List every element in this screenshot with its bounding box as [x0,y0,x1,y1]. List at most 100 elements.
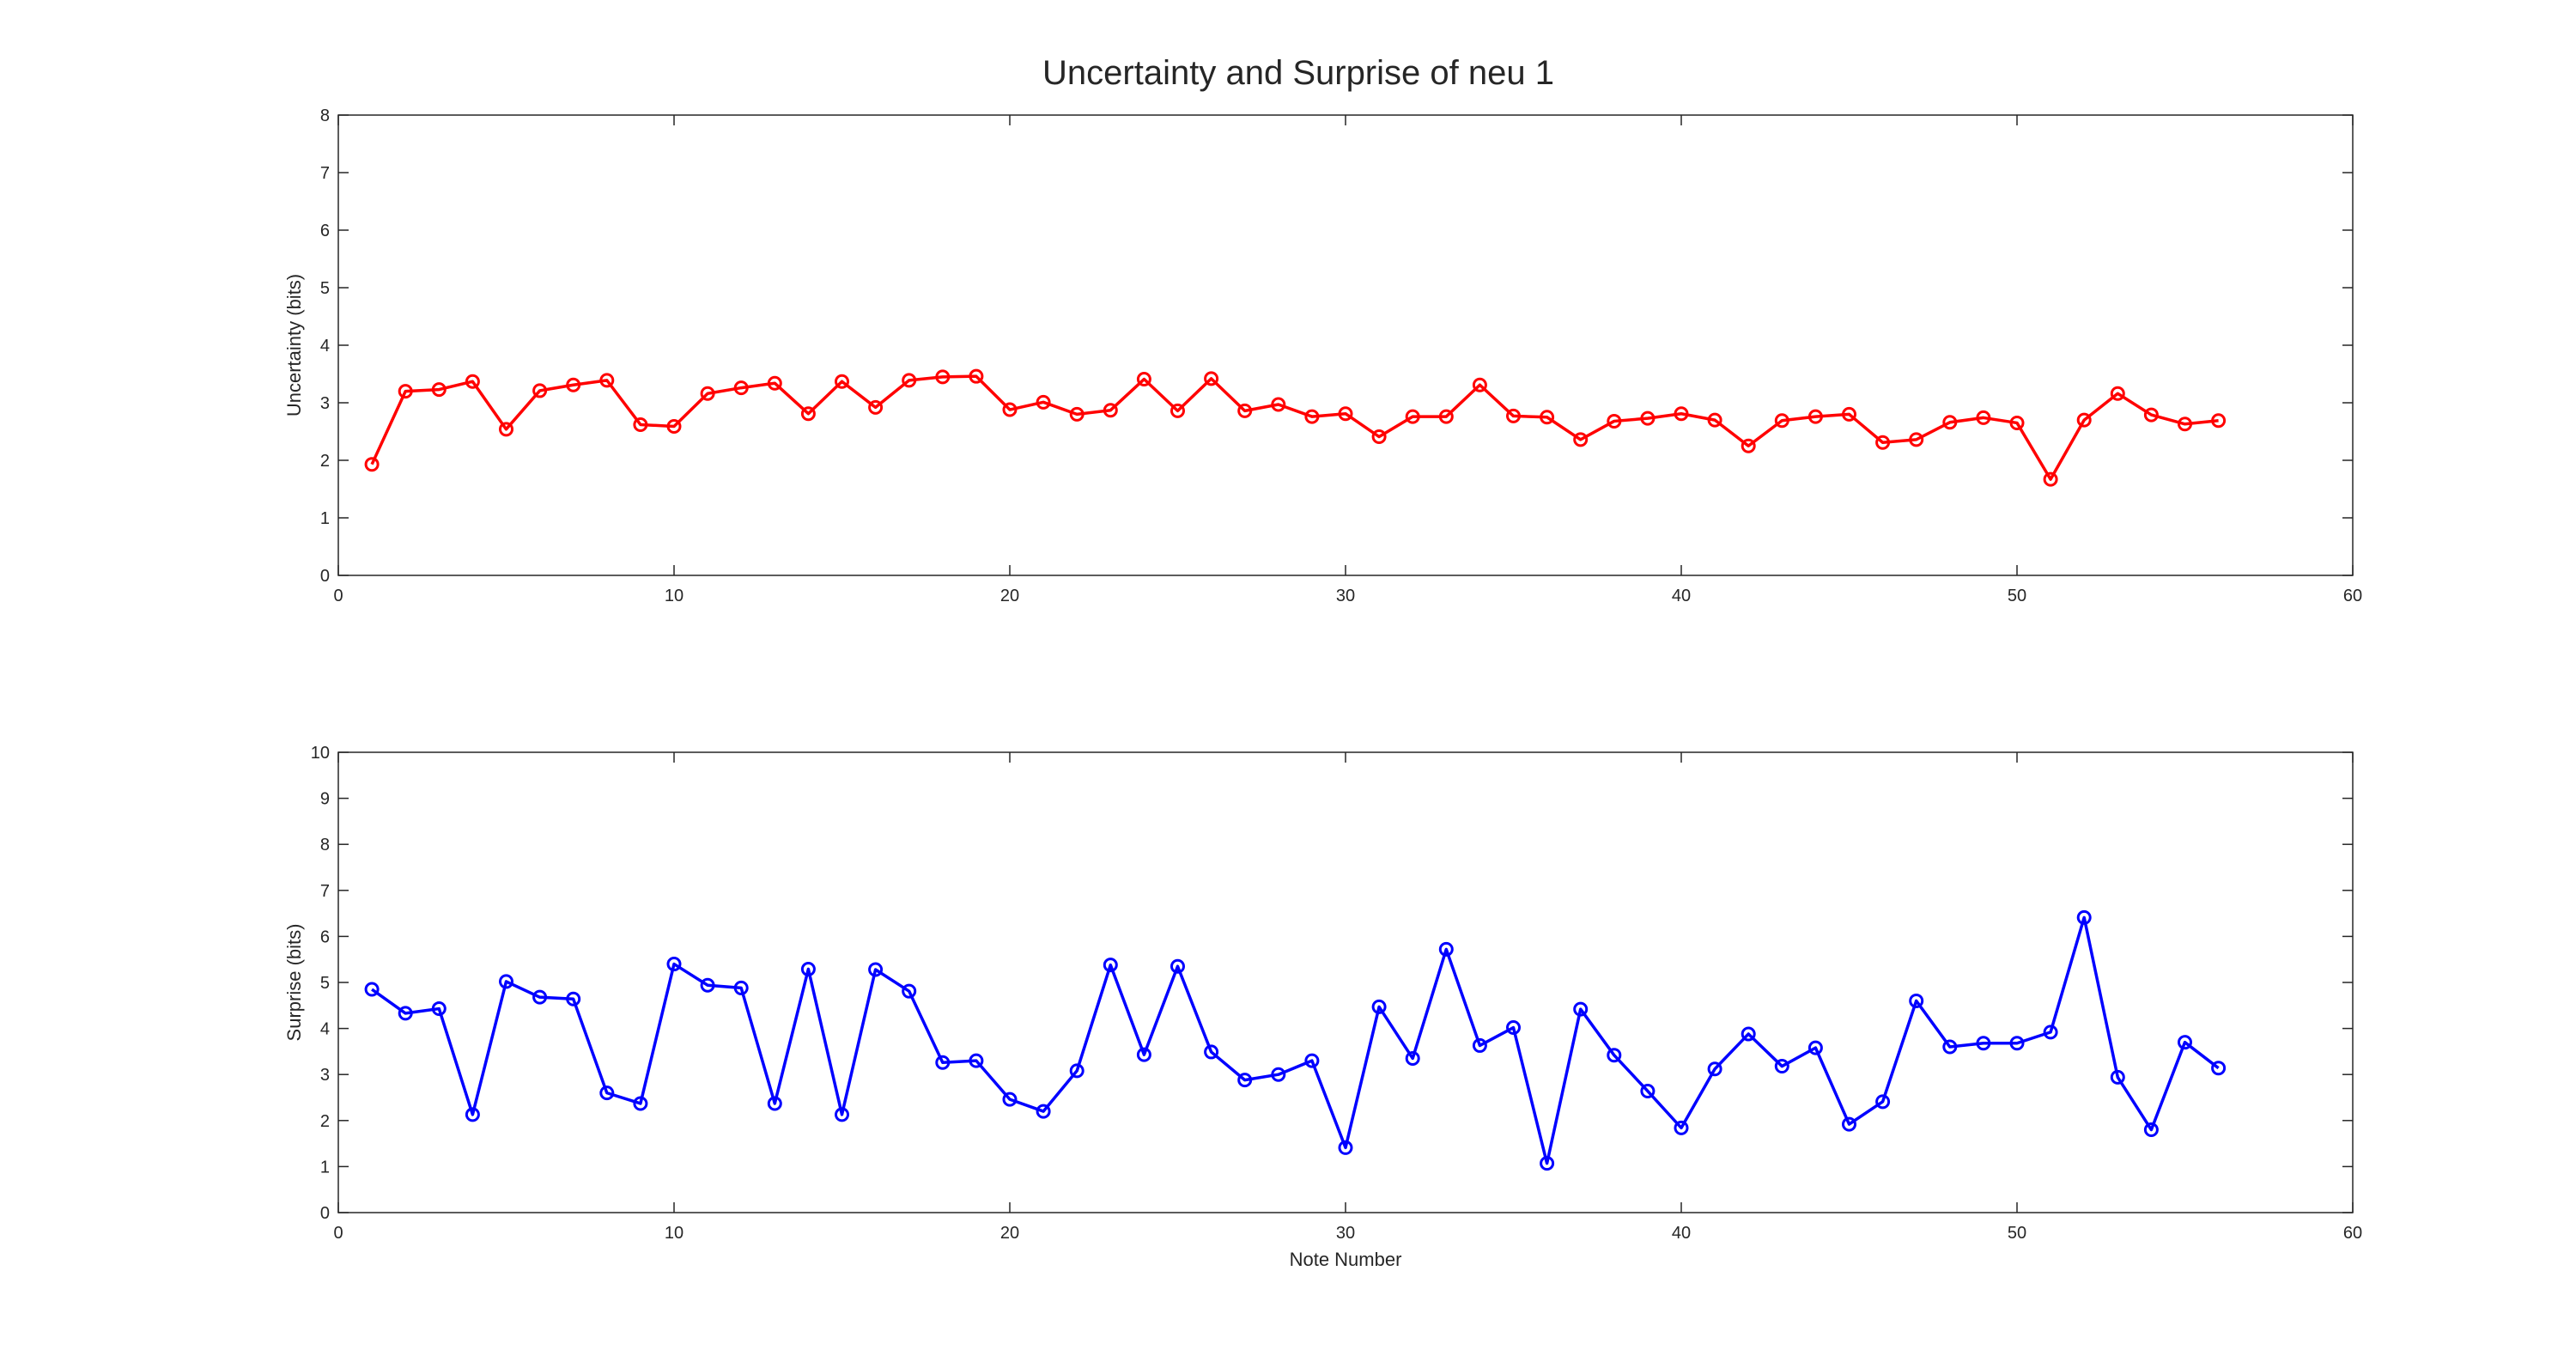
data-point [835,1107,849,1122]
data-point [1338,1140,1353,1155]
data-point [2143,1122,2159,1138]
data-point [398,1006,413,1021]
y-tick-label: 0 [320,567,330,586]
x-tick-label: 60 [2343,587,2362,605]
x-tick-label: 50 [2008,587,2026,605]
data-point [1640,410,1656,426]
x-tick-label: 0 [333,587,343,605]
data-point [767,375,782,391]
data-point [1707,412,1722,428]
data-point [835,374,849,389]
data-point [2043,471,2058,487]
data-point [1909,993,1924,1008]
data-point [1707,1061,1722,1077]
data-point [1304,409,1320,424]
data-point [1304,1053,1320,1068]
data-point [1540,410,1555,425]
data-point [1338,406,1353,422]
data-point [364,982,380,997]
data-point [1573,1001,1589,1017]
data-point [1036,394,1051,410]
data-point [800,961,816,976]
data-point [1204,371,1219,386]
y-axis-label: Uncertainty (bits) [283,274,305,417]
data-point [700,977,715,993]
x-tick-label: 30 [1336,587,1355,605]
y-tick-label: 8 [320,836,330,854]
data-point [532,383,548,398]
data-point [1237,1073,1253,1088]
data-point [2211,413,2227,429]
y-tick-label: 1 [320,509,330,528]
data-point [1506,1020,1521,1036]
data-point [1103,958,1118,973]
data-point [1371,429,1387,445]
y-tick-label: 6 [320,927,330,946]
y-tick-label: 9 [320,790,330,809]
data-point [532,989,548,1005]
uncertainty-axes: 0 10 20 30 40 50 60 0 1 2 3 4 5 6 7 8 Uncertainty (bits) [283,106,2362,605]
data-point [364,457,380,472]
x-tick-label: 30 [1336,1224,1355,1243]
data-point [1204,1044,1219,1060]
data-point [733,980,749,995]
data-point [465,1107,480,1122]
axes-box [337,114,2354,576]
data-point [1438,409,1454,424]
data-point [2110,386,2125,401]
data-point [700,386,715,401]
figure-title: Uncertainty and Surprise of neu 1 [1042,54,1554,92]
surprise-axes: 0 10 20 30 40 50 60 0 1 2 3 4 5 6 7 8 9 10 Surprise (bits)… [283,744,2362,1270]
y-tick-label: 3 [320,394,330,413]
data-point [1909,432,1924,447]
y-tick-label: 3 [320,1066,330,1085]
data-point [1741,1026,1756,1042]
data-point [1405,1050,1420,1066]
data-point [1405,409,1420,424]
data-point [2143,407,2159,423]
data-point [2009,1036,2025,1051]
x-tick-label: 20 [1000,1224,1019,1243]
data-point [1540,1156,1555,1171]
data-point [566,377,581,392]
x-tick-label: 40 [1672,587,1691,605]
data-point [2076,412,2092,428]
data-point [800,406,816,422]
x-tick-label: 10 [665,1224,683,1243]
y-tick-label: 5 [320,279,330,298]
data-point [1942,1039,1958,1055]
data-point [1976,1036,1991,1051]
data-point [1573,432,1589,447]
data-point [431,1001,447,1017]
data-point [1136,372,1151,387]
data-point [599,1085,615,1101]
data-point [1774,1059,1789,1074]
series-line [370,374,2219,481]
data-point [902,983,917,999]
data-point [2009,415,2025,430]
data-point [902,373,917,388]
y-tick-label: 5 [320,974,330,993]
data-point [2043,1025,2058,1040]
data-point [1506,408,1521,423]
data-point [1170,403,1185,418]
data-point [1371,999,1387,1014]
x-tick-label: 10 [665,587,683,605]
x-tick-label: 50 [2008,1224,2026,1243]
y-tick-label: 1 [320,1158,330,1177]
y-tick-label: 10 [311,744,330,763]
data-point [1002,402,1018,417]
data-point [499,974,513,989]
data-point [599,373,615,388]
y-tick-label: 4 [320,1020,330,1039]
data-point [733,380,749,396]
data-point [1674,1120,1689,1135]
data-point [566,991,581,1006]
data-point [431,382,447,398]
y-tick-label: 7 [320,882,330,901]
y-tick-label: 2 [320,1112,330,1131]
data-point [1875,1094,1891,1110]
y-tick-label: 6 [320,222,330,240]
x-tick-label: 40 [1672,1224,1691,1243]
